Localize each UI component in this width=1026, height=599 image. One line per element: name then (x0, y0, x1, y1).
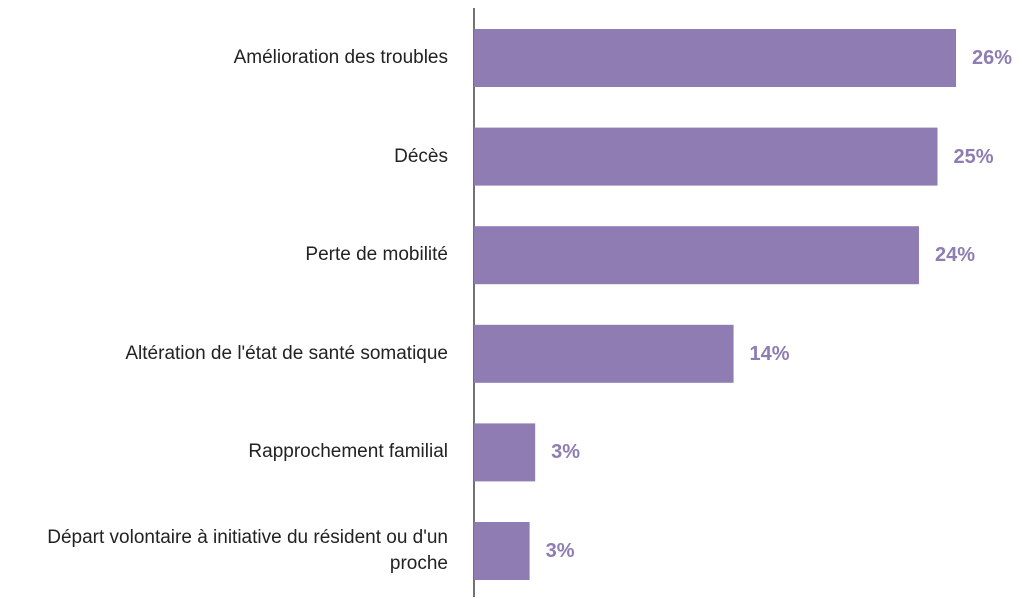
bar (474, 423, 536, 482)
bar (474, 324, 734, 383)
value-label: 3% (551, 441, 581, 464)
category-label: Amélioration des troubles (233, 47, 448, 68)
category-label: Perte de mobilité (305, 244, 448, 266)
value-label: 26% (972, 47, 1013, 69)
bar (474, 226, 919, 285)
value-label: 25% (953, 145, 994, 168)
category-label: Décès (394, 145, 448, 167)
bar (474, 127, 938, 186)
bar (474, 29, 957, 87)
value-label: 3% (545, 540, 575, 562)
category-label: Rapprochement familial (248, 441, 448, 463)
category-label: Altération de l'état de santé somatique (125, 342, 448, 364)
bar (474, 522, 530, 580)
value-label: 24% (934, 244, 975, 267)
category-label: Départ volontaire à initiative du réside… (47, 527, 448, 574)
value-label: 14% (749, 342, 790, 365)
